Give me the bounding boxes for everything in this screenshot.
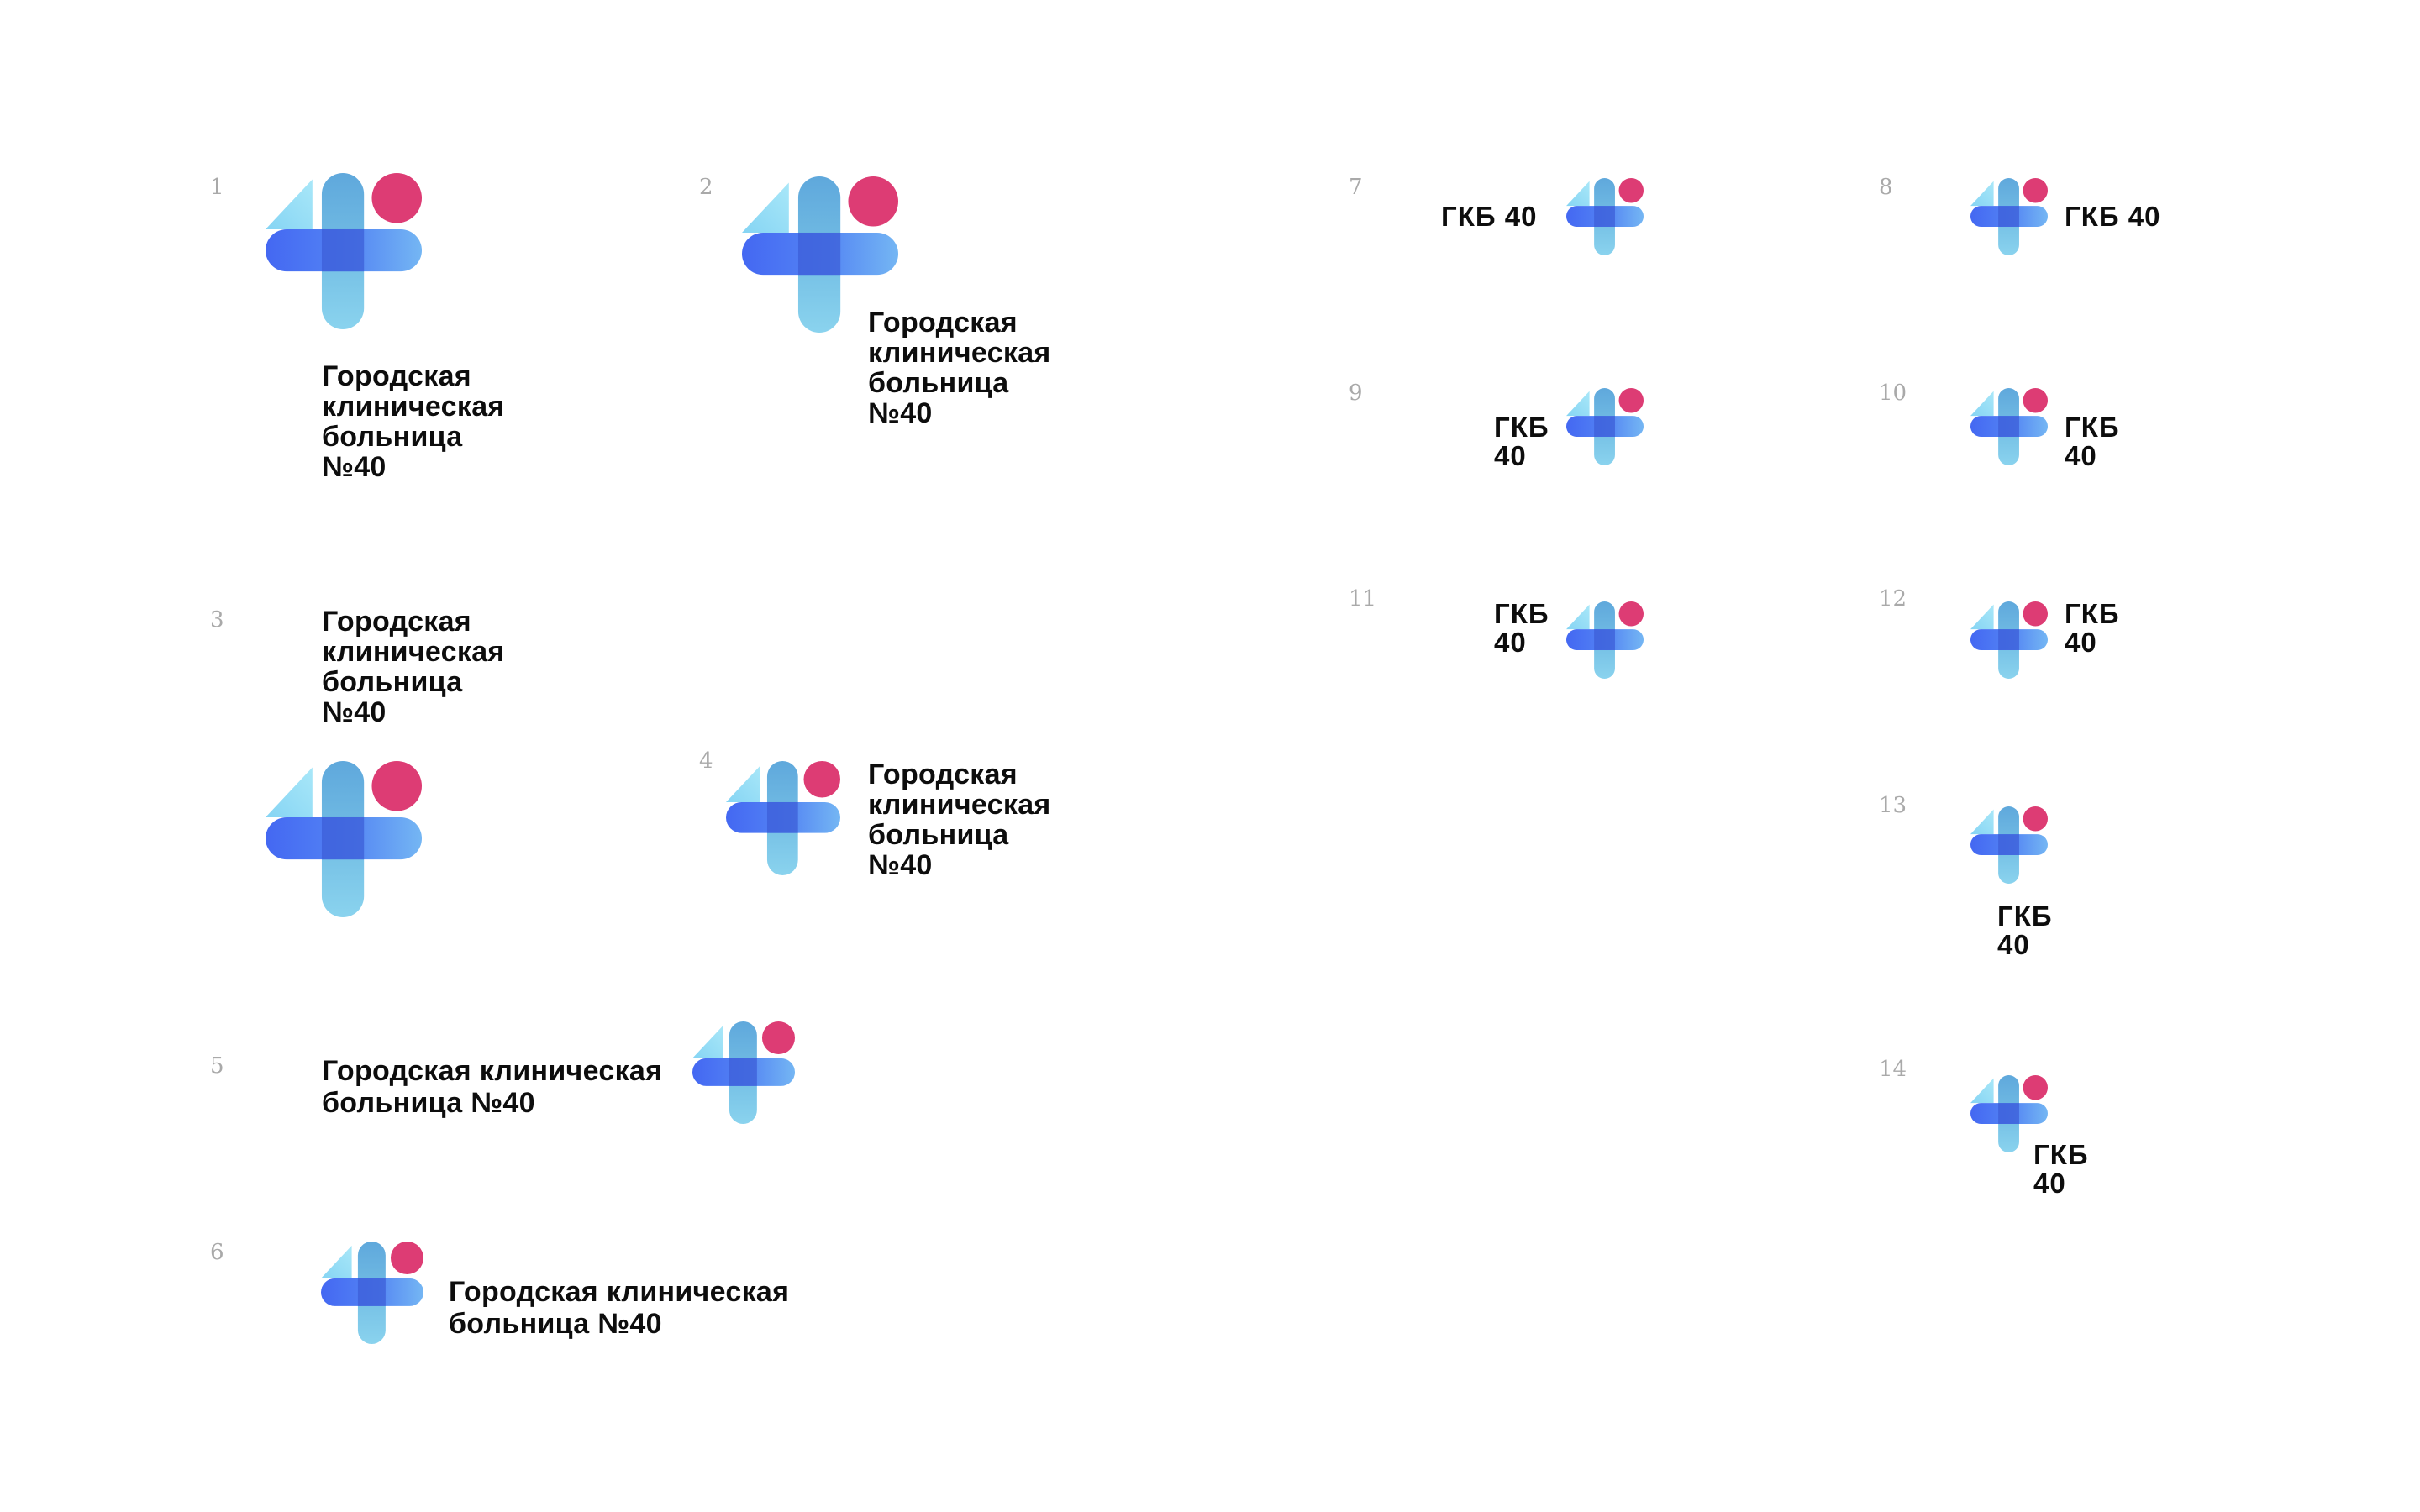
wordmark-two-line: Городская клиническая больница №40 (449, 1276, 790, 1340)
variant-number: 1 (210, 175, 224, 200)
variant-number: 2 (699, 175, 713, 200)
variant-number: 13 (1879, 793, 1907, 818)
variant-number: 9 (1349, 381, 1363, 406)
medical-cross-logo-icon (1970, 806, 2048, 884)
variant-number: 7 (1349, 175, 1363, 200)
medical-cross-logo-icon (1970, 601, 2048, 679)
wordmark-full: Городская клиническая больница №40 (868, 759, 1051, 881)
variant-number: 8 (1879, 175, 1893, 200)
variant-number: 14 (1879, 1057, 1907, 1082)
wordmark-full: Городская клиническая больница №40 (322, 606, 505, 728)
wordmark-abbrev: ГКБ 40 (2065, 201, 2161, 232)
medical-cross-logo-icon (266, 761, 422, 917)
wordmark-abbrev: ГКБ 40 (2065, 598, 2120, 658)
wordmark-abbrev: ГКБ 40 (2065, 412, 2120, 471)
variant-number: 3 (210, 607, 224, 633)
variant-number: 4 (699, 748, 713, 774)
variant-number: 11 (1349, 586, 1377, 612)
medical-cross-logo-icon (1970, 388, 2048, 465)
medical-cross-logo-icon (321, 1242, 424, 1344)
medical-cross-logo-icon (1566, 388, 1644, 465)
wordmark-full: Городская клиническая больница №40 (868, 307, 1051, 429)
variant-number: 10 (1879, 381, 1907, 406)
wordmark-abbrev: ГКБ 40 (1997, 900, 2053, 960)
wordmark-two-line: Городская клиническая больница №40 (322, 1055, 663, 1119)
variant-number: 5 (210, 1053, 224, 1079)
wordmark-abbrev: ГКБ 40 (1441, 201, 1538, 232)
wordmark-full: Городская клиническая больница №40 (322, 360, 505, 483)
wordmark-abbrev: ГКБ 40 (1494, 412, 1549, 471)
medical-cross-logo-icon (692, 1021, 795, 1124)
medical-cross-logo-icon (726, 761, 840, 875)
medical-cross-logo-icon (1970, 178, 2048, 255)
variant-number: 12 (1879, 586, 1907, 612)
wordmark-abbrev: ГКБ 40 (2033, 1139, 2089, 1199)
variant-number: 6 (210, 1240, 224, 1265)
wordmark-abbrev: ГКБ 40 (1494, 598, 1549, 658)
medical-cross-logo-icon (266, 173, 422, 329)
medical-cross-logo-icon (1566, 178, 1644, 255)
medical-cross-logo-icon (1566, 601, 1644, 679)
